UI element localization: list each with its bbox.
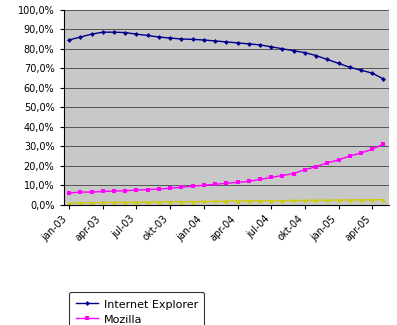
Line: Mozilla: Mozilla [67, 142, 385, 195]
Internet Explorer [179, 37, 184, 41]
Opera [67, 201, 71, 205]
Opera [213, 199, 218, 203]
Opera [347, 198, 352, 202]
Opera [381, 198, 386, 202]
Mozilla [235, 180, 240, 184]
Opera [145, 200, 150, 204]
Mozilla [168, 186, 173, 190]
Opera [190, 200, 195, 203]
Mozilla [67, 191, 71, 195]
Internet Explorer [168, 36, 173, 40]
Opera [201, 200, 206, 203]
Mozilla [190, 184, 195, 188]
Mozilla [314, 165, 318, 169]
Internet Explorer [370, 71, 375, 75]
Internet Explorer [347, 65, 352, 69]
Internet Explorer [213, 39, 218, 43]
Opera [247, 199, 251, 203]
Opera [112, 201, 116, 204]
Mozilla [156, 187, 161, 191]
Internet Explorer [336, 61, 341, 65]
Mozilla [123, 189, 128, 193]
Legend: Internet Explorer, Mozilla, Opera: Internet Explorer, Mozilla, Opera [69, 292, 204, 325]
Mozilla [100, 189, 105, 193]
Internet Explorer [100, 30, 105, 34]
Internet Explorer [381, 77, 386, 81]
Internet Explorer [269, 45, 274, 49]
Opera [325, 198, 330, 202]
Internet Explorer [291, 49, 296, 53]
Internet Explorer [280, 47, 285, 51]
Internet Explorer [190, 37, 195, 41]
Mozilla [247, 179, 251, 183]
Opera [168, 200, 173, 204]
Mozilla [381, 142, 386, 146]
Opera [336, 198, 341, 202]
Mozilla [213, 182, 218, 186]
Mozilla [112, 189, 116, 193]
Line: Internet Explorer: Internet Explorer [67, 31, 385, 81]
Opera [303, 199, 307, 202]
Opera [258, 199, 262, 203]
Mozilla [325, 161, 330, 165]
Mozilla [134, 188, 139, 192]
Mozilla [358, 151, 363, 155]
Internet Explorer [78, 35, 83, 39]
Mozilla [224, 181, 229, 185]
Opera [235, 199, 240, 203]
Opera [89, 201, 94, 205]
Mozilla [347, 154, 352, 158]
Mozilla [280, 174, 285, 177]
Line: Opera: Opera [67, 198, 385, 205]
Mozilla [145, 188, 150, 191]
Mozilla [179, 185, 184, 189]
Opera [291, 199, 296, 202]
Opera [358, 198, 363, 202]
Internet Explorer [134, 32, 139, 36]
Mozilla [303, 168, 307, 172]
Opera [224, 199, 229, 203]
Opera [314, 198, 318, 202]
Internet Explorer [89, 32, 94, 36]
Opera [370, 198, 375, 202]
Internet Explorer [156, 35, 161, 39]
Mozilla [78, 190, 83, 194]
Internet Explorer [224, 40, 229, 44]
Internet Explorer [67, 38, 71, 42]
Internet Explorer [235, 41, 240, 45]
Internet Explorer [145, 33, 150, 37]
Internet Explorer [201, 38, 206, 42]
Internet Explorer [325, 58, 330, 61]
Internet Explorer [112, 30, 116, 34]
Internet Explorer [358, 68, 363, 72]
Mozilla [201, 183, 206, 187]
Mozilla [370, 147, 375, 151]
Internet Explorer [247, 42, 251, 46]
Opera [156, 200, 161, 204]
Opera [280, 199, 285, 202]
Internet Explorer [123, 31, 128, 34]
Opera [179, 200, 184, 204]
Internet Explorer [258, 43, 262, 47]
Mozilla [269, 176, 274, 179]
Internet Explorer [314, 54, 318, 58]
Mozilla [291, 172, 296, 176]
Opera [100, 201, 105, 204]
Opera [269, 199, 274, 202]
Internet Explorer [303, 51, 307, 55]
Mozilla [336, 158, 341, 162]
Mozilla [89, 190, 94, 194]
Opera [134, 200, 139, 204]
Opera [123, 201, 128, 204]
Mozilla [258, 177, 262, 181]
Opera [78, 201, 83, 205]
